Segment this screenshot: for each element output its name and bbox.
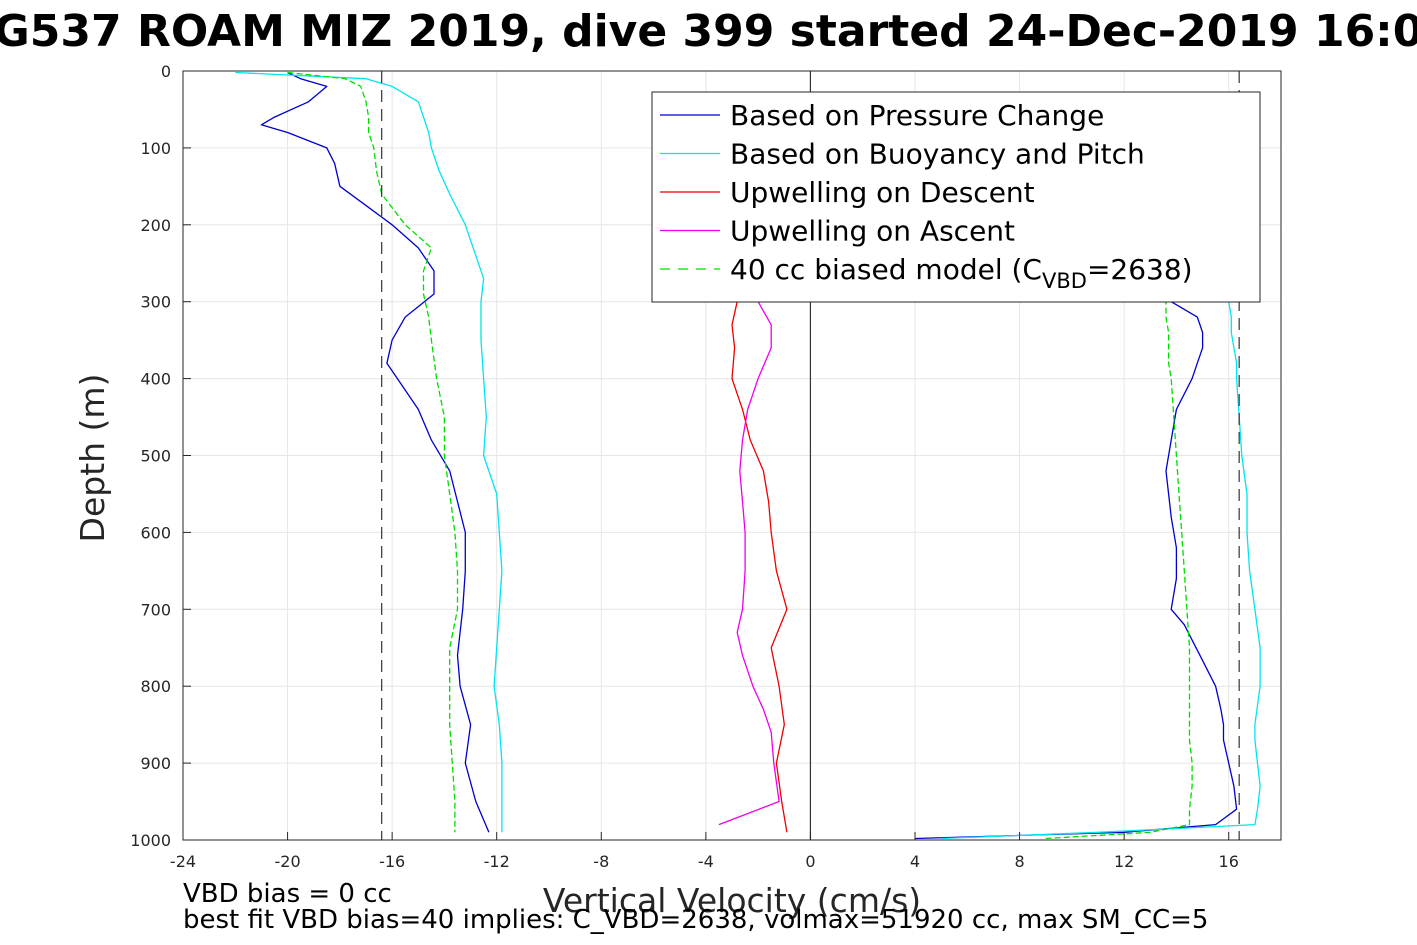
x-axis-label: Vertical Velocity (cm/s)	[543, 881, 921, 920]
x-tick-label: -16	[379, 852, 405, 871]
series-layer	[235, 71, 1261, 840]
legend-label: Based on Buoyancy and Pitch	[730, 138, 1145, 171]
y-tick-label: 100	[140, 139, 171, 158]
y-tick-label: 800	[140, 677, 171, 696]
y-tick-label: 300	[140, 293, 171, 312]
chart-title: SG537 ROAM MIZ 2019, dive 399 started 24…	[0, 6, 1417, 57]
best-fit-note: best fit VBD bias=40 implies: C_VBD=2638…	[183, 905, 1208, 935]
y-tick-label: 200	[140, 216, 171, 235]
series-upwelling-on-descent-descent	[731, 301, 788, 833]
x-tick-label: -24	[170, 852, 196, 871]
legend: Based on Pressure Change Based on Buoyanc…	[651, 91, 1261, 303]
legend-label: Upwelling on Ascent	[730, 215, 1015, 248]
x-tick-label: 16	[1219, 852, 1239, 871]
legend-label-main: 40 cc biased model (C	[730, 253, 1042, 286]
y-axis-label: Depth (m)	[73, 374, 112, 543]
legend-label: Based on Pressure Change	[730, 99, 1104, 132]
series-based-on-pressure-change-descent	[260, 71, 490, 833]
x-tick-label: 8	[1014, 852, 1024, 871]
legend-label-tail: =2638)	[1087, 253, 1193, 286]
y-tick-label: 700	[140, 600, 171, 619]
legend-box	[651, 91, 1261, 303]
y-tick-label: 1000	[130, 831, 171, 850]
y-tick-label: 900	[140, 754, 171, 773]
x-tick-label: -20	[275, 852, 301, 871]
legend-label: 40 cc biased model (CVBD=2638)	[730, 253, 1193, 293]
legend-label-subscript: VBD	[1042, 269, 1087, 293]
series-40-cc-biased-model-ascent	[1045, 301, 1193, 840]
x-tick-label: 4	[910, 852, 920, 871]
legend-label: Upwelling on Descent	[730, 176, 1035, 209]
x-axis: -24 -20 -16 -12 -8 -4 0 4 8 12 16	[170, 832, 1239, 871]
y-tick-label: 0	[161, 62, 171, 81]
x-tick-label: 12	[1114, 852, 1134, 871]
series-based-on-pressure-change-ascent	[914, 301, 1238, 840]
y-tick-label: 500	[140, 447, 171, 466]
series-based-on-buoyancy-and-pitch-descent	[235, 71, 503, 833]
x-tick-label: -8	[593, 852, 609, 871]
series-upwelling-on-ascent-ascent	[718, 301, 780, 826]
x-tick-label: -4	[698, 852, 714, 871]
y-tick-label: 400	[140, 370, 171, 389]
legend-items: Based on Pressure Change Based on Buoyanc…	[660, 99, 1193, 293]
x-tick-label: -12	[484, 852, 510, 871]
x-tick-label: 0	[805, 852, 815, 871]
vbd-bias-note: VBD bias = 0 cc	[183, 879, 392, 909]
series-based-on-buoyancy-and-pitch-ascent	[941, 301, 1261, 840]
y-axis: 0 100 200 300 400 500 600 700 800 900 1000	[130, 62, 191, 850]
y-tick-label: 600	[140, 523, 171, 542]
